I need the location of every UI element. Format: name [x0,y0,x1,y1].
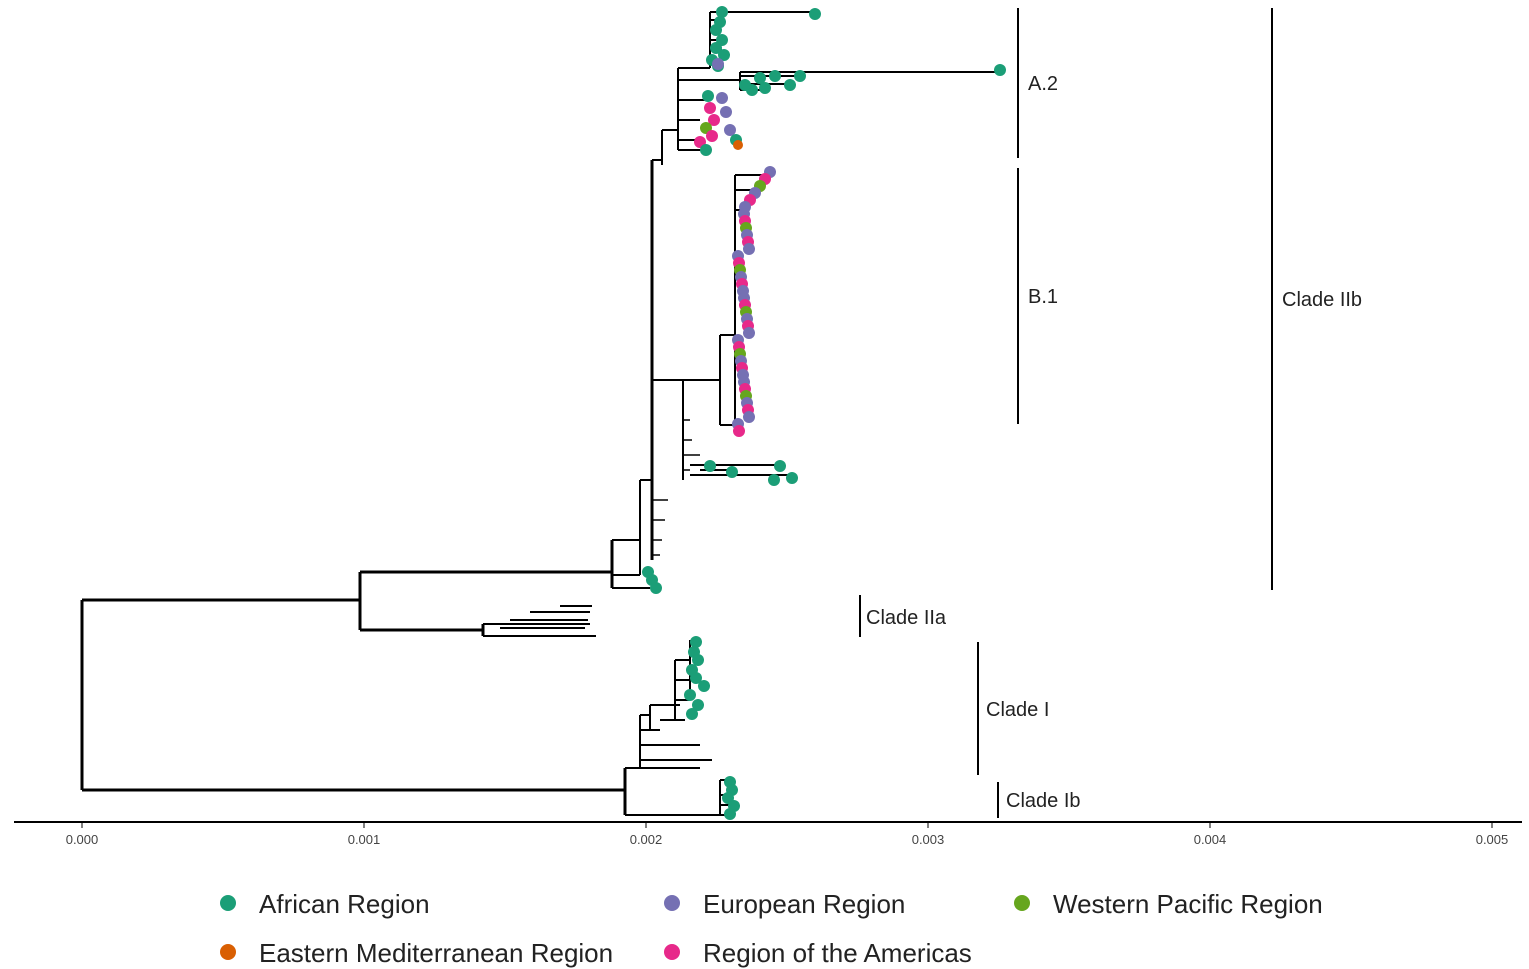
b1-label: B.1 [1028,286,1058,308]
tip-point [774,460,786,472]
clade-ib-label: Clade Ib [1006,790,1081,812]
legend-swatch [220,944,236,960]
legend-swatch [664,944,680,960]
x-tick-label: 0.002 [630,832,663,847]
tip-point [724,124,736,136]
tip-point [794,70,806,82]
x-tick-label: 0.001 [348,832,381,847]
x-tick-label: 0.004 [1194,832,1227,847]
legend-label: Region of the Americas [703,938,972,968]
tip-point [684,689,696,701]
tip-point [733,140,743,150]
tip-point [690,672,702,684]
legend-swatch [220,895,236,911]
tip-points [642,6,1006,820]
tip-point [743,411,755,423]
tip-point [784,79,796,91]
legend-label: European Region [703,889,905,919]
legend: African Region European Region Western Pac… [220,889,1323,968]
tip-point [739,79,751,91]
tip-point [726,466,738,478]
tip-point [718,49,730,61]
tip-point [769,70,781,82]
legend-swatch [1014,895,1030,911]
tip-point [994,64,1006,76]
tip-point [733,425,745,437]
a2-label: A.2 [1028,73,1058,95]
legend-label: Western Pacific Region [1053,889,1323,919]
tip-point [698,680,710,692]
tip-point [704,460,716,472]
clade-iib-label: Clade IIb [1282,289,1362,311]
clade-iia-label: Clade IIa [866,607,947,629]
tip-point [686,708,698,720]
tip-point [708,114,720,126]
tip-point [786,472,798,484]
tip-point [712,58,724,70]
tip-point [724,808,736,820]
tip-point [720,106,732,118]
x-tick-label: 0.005 [1476,832,1509,847]
legend-swatch [664,895,680,911]
legend-label: Eastern Mediterranean Region [259,938,613,968]
tip-point [690,636,702,648]
tip-point [692,654,704,666]
tip-point [704,102,716,114]
tip-point [706,130,718,142]
tip-point [768,474,780,486]
tip-point [702,90,714,102]
x-axis: 0.000 0.001 0.002 0.003 0.004 0.005 [14,821,1522,847]
clade-bars [859,8,1273,818]
tip-point [700,144,712,156]
tree-branches [80,11,1000,816]
tip-point [710,24,722,36]
legend-label: African Region [259,889,430,919]
tip-point [716,6,728,18]
tip-point [716,92,728,104]
tip-point [809,8,821,20]
x-tick-label: 0.003 [912,832,945,847]
tip-point [743,243,755,255]
x-tick-label: 0.000 [66,832,99,847]
tip-point [759,82,771,94]
tip-point [692,699,704,711]
tip-point [754,72,766,84]
tip-point [710,42,722,54]
tip-point [743,327,755,339]
tip-point [650,582,662,594]
clade-i-label: Clade I [986,699,1049,721]
